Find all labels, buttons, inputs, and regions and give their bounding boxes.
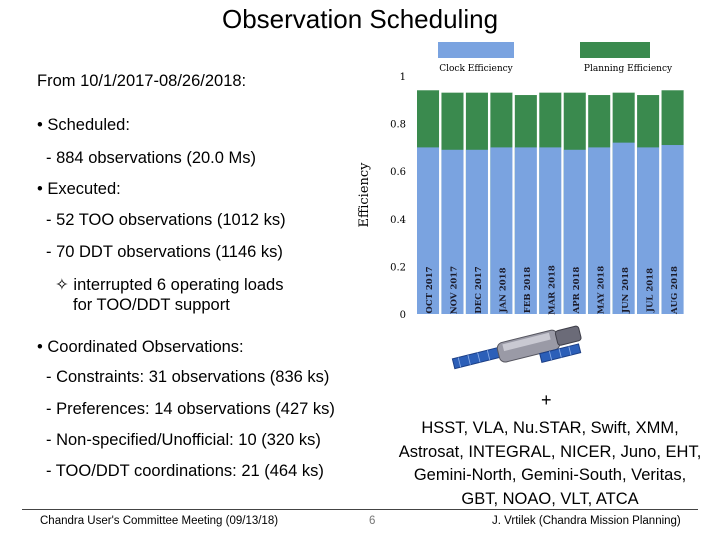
bar-clock-1 [441,149,464,314]
category-label: NOV 2017 [450,266,460,314]
bar-clock-10 [661,145,684,314]
category-label: OCT 2017 [425,266,435,313]
efficiency-chart: Clock Efficiency Planning Efficiency Effic… [357,42,685,321]
y-tick-label: 0.8 [390,120,406,131]
category-label: MAR 2018 [548,265,558,315]
scheduled-item: - 884 observations (20.0 Ms) [46,149,257,167]
plus-sign: + [541,390,552,410]
footer-meeting: Chandra User's Committee Meeting (09/13/… [40,515,279,527]
interrupted-line-2: for TOO/DDT support [73,296,230,314]
y-tick-label: 0 [400,310,406,321]
y-tick-label: 0.4 [390,215,406,226]
bar-clock-3 [490,147,513,314]
y-axis-label: Efficiency [357,162,372,228]
bar-clock-4 [514,147,538,314]
slide-title: Observation Scheduling [221,4,499,34]
coordinated-item-constraints: - Constraints: 31 observations (836 ks) [46,368,330,386]
category-label: JUL 2018 [645,268,655,313]
category-label: AUG 2018 [670,266,680,315]
footer-divider [22,509,698,510]
coordinated-item-too-ddt: - TOO/DDT coordinations: 21 (464 ks) [46,462,324,480]
category-label: MAY 2018 [596,266,606,314]
bar-clock-2 [465,149,489,314]
interrupted-line-1: ✧ interrupted 6 operating loads [55,276,284,294]
footer-author: J. Vrtilek (Chandra Mission Planning) [492,515,681,527]
bar-clock-6 [563,149,587,314]
bar-clock-8 [612,142,636,314]
coordinated-item-nonspecified: - Non-specified/Unofficial: 10 (320 ks) [46,431,321,449]
bar-clock-9 [637,147,660,314]
period-text: From 10/1/2017-08/26/2018: [37,72,247,90]
bar-clock-5 [539,147,562,314]
scheduled-heading: • Scheduled: [37,116,130,134]
chandra-satellite-image [451,325,582,370]
category-label: JUN 2018 [621,267,631,314]
legend-swatch-planning [580,42,650,58]
y-tick-label: 0.6 [390,167,406,178]
executed-item-too: - 52 TOO observations (1012 ks) [46,211,286,229]
legend-label-clock: Clock Efficiency [439,64,513,74]
category-label: FEB 2018 [523,267,533,313]
legend-swatch-clock [438,42,514,58]
executed-heading: • Executed: [37,180,121,198]
coordinated-item-preferences: - Preferences: 14 observations (427 ks) [46,400,335,418]
coordinated-heading: • Coordinated Observations: [37,338,244,356]
observatories-list: HSST, VLA, Nu.STAR, Swift, XMM, Astrosat… [398,419,702,508]
category-label: JAN 2018 [499,267,509,313]
executed-item-ddt: - 70 DDT observations (1146 ks) [46,243,283,261]
bar-clock-7 [588,147,611,314]
footer-page-number: 6 [369,515,376,527]
bar-clock-0 [417,147,440,314]
y-tick-label: 0.2 [390,262,406,273]
category-label: APR 2018 [572,267,582,315]
y-tick-label: 1 [400,72,406,83]
legend-label-planning: Planning Efficiency [584,64,673,74]
category-label: DEC 2017 [474,266,484,313]
